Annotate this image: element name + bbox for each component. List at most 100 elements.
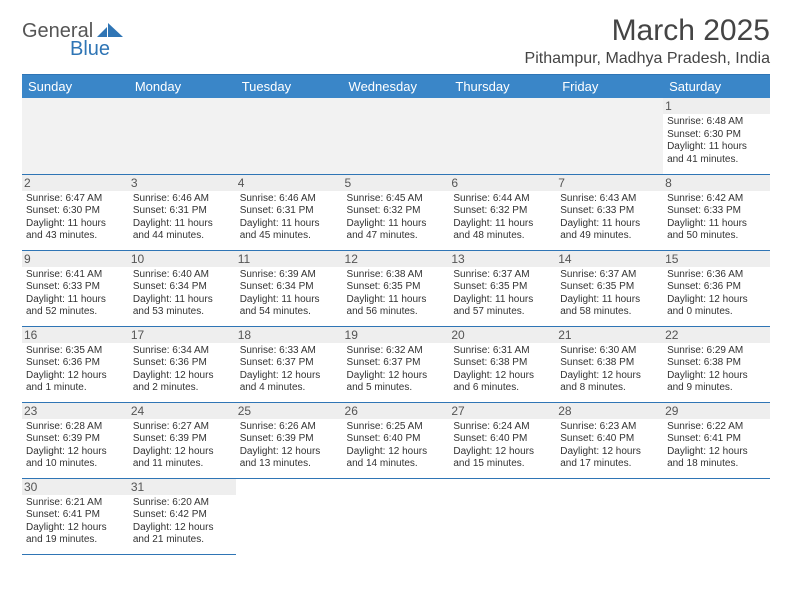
calendar-body: 1 Sunrise: 6:48 AMSunset: 6:30 PMDaylight… xyxy=(22,98,770,554)
day-details: Sunrise: 6:43 AMSunset: 6:33 PMDaylight:… xyxy=(560,193,659,243)
day-header: Monday xyxy=(129,75,236,99)
calendar-cell: 7 Sunrise: 6:43 AMSunset: 6:33 PMDaylight… xyxy=(556,174,663,250)
calendar-cell: 11Sunrise: 6:39 AMSunset: 6:34 PMDayligh… xyxy=(236,250,343,326)
calendar-cell: 25 Sunrise: 6:26 AMSunset: 6:39 PMDayligh… xyxy=(236,402,343,478)
day-number: 1 xyxy=(663,98,770,114)
day-number: 11 xyxy=(236,251,343,267)
calendar-row: 1 Sunrise: 6:48 AMSunset: 6:30 PMDaylight… xyxy=(22,98,770,174)
location: Pithampur, Madhya Pradesh, India xyxy=(525,50,770,68)
calendar-cell: 1 Sunrise: 6:48 AMSunset: 6:30 PMDaylight… xyxy=(663,98,770,174)
calendar-cell xyxy=(449,98,556,174)
day-details: Sunrise: 6:42 AMSunset: 6:33 PMDaylight:… xyxy=(667,193,766,243)
day-number: 17 xyxy=(129,327,236,343)
day-header: Saturday xyxy=(663,75,770,99)
day-details: Sunrise: 6:34 AMSunset: 6:36 PMDaylight:… xyxy=(133,345,232,395)
calendar-cell: 21 Sunrise: 6:30 AMSunset: 6:38 PMDayligh… xyxy=(556,326,663,402)
day-number: 16 xyxy=(22,327,129,343)
day-details: Sunrise: 6:31 AMSunset: 6:38 PMDaylight:… xyxy=(453,345,552,395)
day-number: 25 xyxy=(236,403,343,419)
calendar-row: 23Sunrise: 6:28 AMSunset: 6:39 PMDayligh… xyxy=(22,402,770,478)
day-details: Sunrise: 6:33 AMSunset: 6:37 PMDaylight:… xyxy=(240,345,339,395)
day-number: 6 xyxy=(449,175,556,191)
day-details: Sunrise: 6:44 AMSunset: 6:32 PMDaylight:… xyxy=(453,193,552,243)
calendar-cell: 29 Sunrise: 6:22 AMSunset: 6:41 PMDayligh… xyxy=(663,402,770,478)
day-number: 22 xyxy=(663,327,770,343)
calendar-row: 2Sunrise: 6:47 AMSunset: 6:30 PMDaylight… xyxy=(22,174,770,250)
day-header: Tuesday xyxy=(236,75,343,99)
calendar-cell: 6 Sunrise: 6:44 AMSunset: 6:32 PMDaylight… xyxy=(449,174,556,250)
calendar-cell xyxy=(343,478,450,554)
day-number: 30 xyxy=(22,479,129,495)
day-header: Thursday xyxy=(449,75,556,99)
calendar-page: General March 2025 Pithampur, Madhya Pra… xyxy=(0,0,792,569)
day-details: Sunrise: 6:20 AMSunset: 6:42 PMDaylight:… xyxy=(133,497,232,547)
day-header: Sunday xyxy=(22,75,129,99)
day-details: Sunrise: 6:38 AMSunset: 6:35 PMDaylight:… xyxy=(347,269,446,319)
day-number: 27 xyxy=(449,403,556,419)
calendar-cell: 13 Sunrise: 6:37 AMSunset: 6:35 PMDayligh… xyxy=(449,250,556,326)
day-details: Sunrise: 6:29 AMSunset: 6:38 PMDaylight:… xyxy=(667,345,766,395)
calendar-cell: 31 Sunrise: 6:20 AMSunset: 6:42 PMDayligh… xyxy=(129,478,236,554)
day-details: Sunrise: 6:46 AMSunset: 6:31 PMDaylight:… xyxy=(133,193,232,243)
day-details: Sunrise: 6:28 AMSunset: 6:39 PMDaylight:… xyxy=(26,421,125,471)
day-details: Sunrise: 6:25 AMSunset: 6:40 PMDaylight:… xyxy=(347,421,446,471)
day-number: 15 xyxy=(663,251,770,267)
day-details: Sunrise: 6:36 AMSunset: 6:36 PMDaylight:… xyxy=(667,269,766,319)
calendar-cell xyxy=(343,98,450,174)
calendar-cell: 24Sunrise: 6:27 AMSunset: 6:39 PMDayligh… xyxy=(129,402,236,478)
day-number: 2 xyxy=(22,175,129,191)
calendar-cell: 5Sunrise: 6:45 AMSunset: 6:32 PMDaylight… xyxy=(343,174,450,250)
calendar-cell xyxy=(22,98,129,174)
calendar-cell: 12 Sunrise: 6:38 AMSunset: 6:35 PMDayligh… xyxy=(343,250,450,326)
day-details: Sunrise: 6:46 AMSunset: 6:31 PMDaylight:… xyxy=(240,193,339,243)
day-number: 28 xyxy=(556,403,663,419)
calendar-cell xyxy=(129,98,236,174)
calendar-cell: 23Sunrise: 6:28 AMSunset: 6:39 PMDayligh… xyxy=(22,402,129,478)
day-number: 9 xyxy=(22,251,129,267)
calendar-cell: 22 Sunrise: 6:29 AMSunset: 6:38 PMDayligh… xyxy=(663,326,770,402)
calendar-table: Sunday Monday Tuesday Wednesday Thursday… xyxy=(22,74,770,555)
day-number: 19 xyxy=(343,327,450,343)
day-header: Friday xyxy=(556,75,663,99)
calendar-cell xyxy=(236,98,343,174)
calendar-cell: 4Sunrise: 6:46 AMSunset: 6:31 PMDaylight… xyxy=(236,174,343,250)
day-header: Wednesday xyxy=(343,75,450,99)
calendar-row: 16 Sunrise: 6:35 AMSunset: 6:36 PMDayligh… xyxy=(22,326,770,402)
day-number: 14 xyxy=(556,251,663,267)
calendar-cell: 2Sunrise: 6:47 AMSunset: 6:30 PMDaylight… xyxy=(22,174,129,250)
calendar-cell: 9Sunrise: 6:41 AMSunset: 6:33 PMDaylight… xyxy=(22,250,129,326)
day-details: Sunrise: 6:37 AMSunset: 6:35 PMDaylight:… xyxy=(453,269,552,319)
day-number: 21 xyxy=(556,327,663,343)
day-details: Sunrise: 6:48 AMSunset: 6:30 PMDaylight:… xyxy=(667,116,766,166)
calendar-cell: 14Sunrise: 6:37 AMSunset: 6:35 PMDayligh… xyxy=(556,250,663,326)
logo-text-blue: Blue xyxy=(70,38,110,60)
day-details: Sunrise: 6:35 AMSunset: 6:36 PMDaylight:… xyxy=(26,345,125,395)
day-details: Sunrise: 6:22 AMSunset: 6:41 PMDaylight:… xyxy=(667,421,766,471)
day-number: 24 xyxy=(129,403,236,419)
calendar-cell: 20Sunrise: 6:31 AMSunset: 6:38 PMDayligh… xyxy=(449,326,556,402)
calendar-cell: 17 Sunrise: 6:34 AMSunset: 6:36 PMDayligh… xyxy=(129,326,236,402)
day-number: 12 xyxy=(343,251,450,267)
title-block: March 2025 Pithampur, Madhya Pradesh, In… xyxy=(525,14,770,68)
calendar-cell: 26 Sunrise: 6:25 AMSunset: 6:40 PMDayligh… xyxy=(343,402,450,478)
day-details: Sunrise: 6:30 AMSunset: 6:38 PMDaylight:… xyxy=(560,345,659,395)
day-number: 13 xyxy=(449,251,556,267)
day-number: 26 xyxy=(343,403,450,419)
day-number: 10 xyxy=(129,251,236,267)
calendar-cell: 30Sunrise: 6:21 AMSunset: 6:41 PMDayligh… xyxy=(22,478,129,554)
calendar-cell xyxy=(556,478,663,554)
day-number: 29 xyxy=(663,403,770,419)
day-number: 18 xyxy=(236,327,343,343)
day-number: 7 xyxy=(556,175,663,191)
calendar-row: 30Sunrise: 6:21 AMSunset: 6:41 PMDayligh… xyxy=(22,478,770,554)
logo-sub: Blue xyxy=(22,38,110,61)
calendar-cell: 27Sunrise: 6:24 AMSunset: 6:40 PMDayligh… xyxy=(449,402,556,478)
calendar-cell: 16 Sunrise: 6:35 AMSunset: 6:36 PMDayligh… xyxy=(22,326,129,402)
day-header-row: Sunday Monday Tuesday Wednesday Thursday… xyxy=(22,75,770,99)
calendar-cell xyxy=(449,478,556,554)
day-details: Sunrise: 6:32 AMSunset: 6:37 PMDaylight:… xyxy=(347,345,446,395)
calendar-cell: 3Sunrise: 6:46 AMSunset: 6:31 PMDaylight… xyxy=(129,174,236,250)
day-details: Sunrise: 6:26 AMSunset: 6:39 PMDaylight:… xyxy=(240,421,339,471)
calendar-cell: 10Sunrise: 6:40 AMSunset: 6:34 PMDayligh… xyxy=(129,250,236,326)
day-number: 31 xyxy=(129,479,236,495)
